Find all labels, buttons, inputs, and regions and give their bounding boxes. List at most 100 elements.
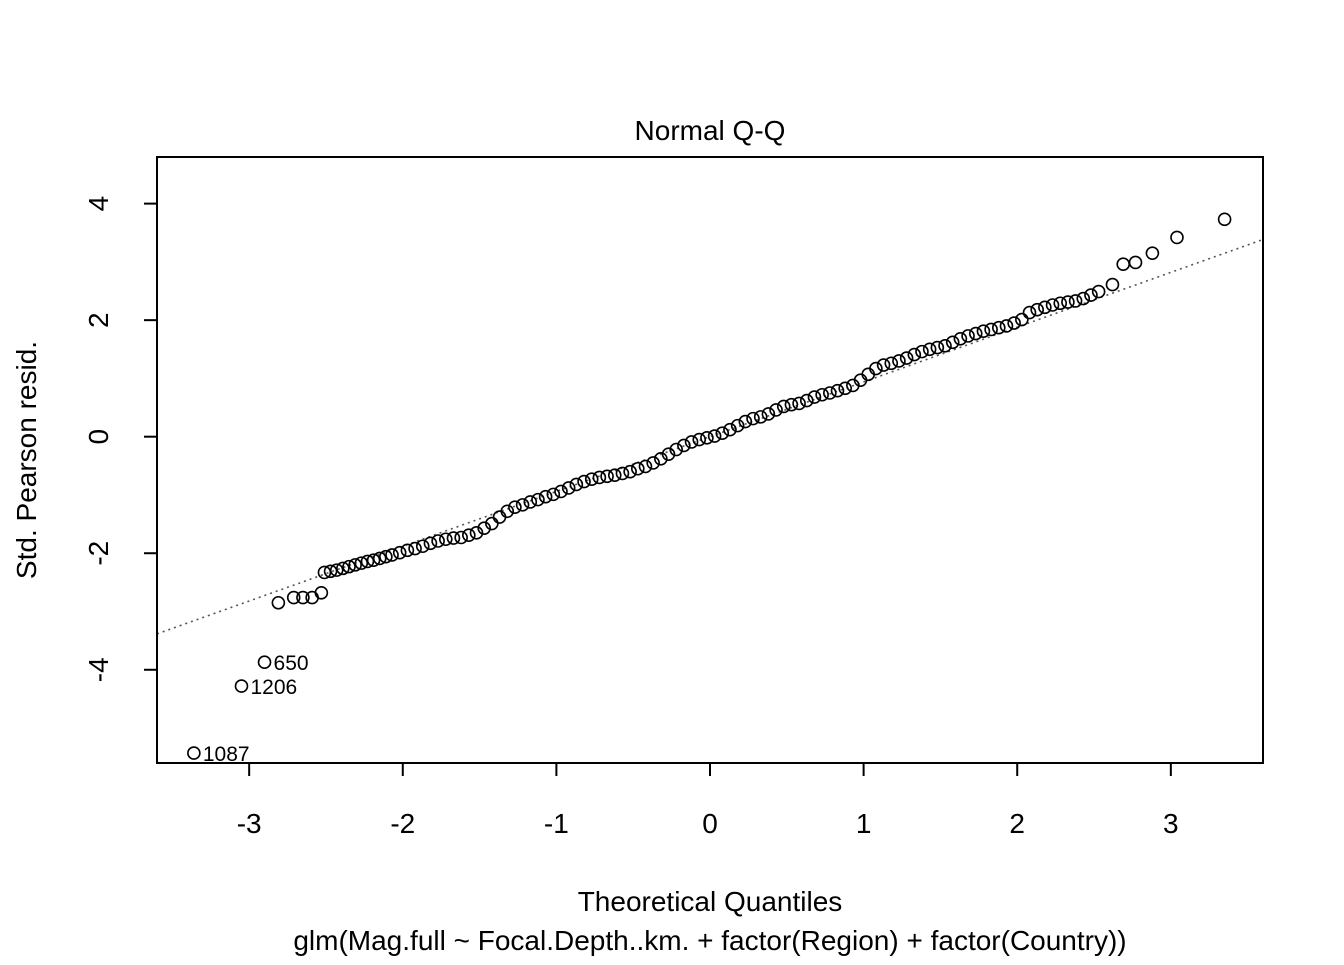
data-point [938,338,952,353]
data-point [336,561,350,576]
data-point [348,558,362,572]
data-point [807,390,822,404]
data-point [546,487,561,502]
data-point [991,320,1006,335]
data-point [508,500,522,514]
data-point [961,329,975,343]
data-point [1084,288,1098,302]
data-point [922,342,937,357]
data-point [354,556,369,570]
data-point [500,504,515,519]
data-point [792,396,806,411]
data-point [631,461,645,476]
data-point [271,595,286,610]
data-point [707,429,722,443]
data-point [454,530,468,545]
x-axis: -3 -2 -1 0 1 2 3 [237,762,1179,839]
data-point [723,422,737,437]
data-point [738,414,753,429]
data-point [329,563,344,577]
data-point [815,387,829,402]
data-point [385,548,399,562]
data-point [438,532,453,547]
chart-title: Normal Q-Q [635,115,786,146]
data-point [531,492,545,507]
y-tick-label: 0 [83,429,114,445]
data-point [1007,316,1021,330]
y-tick-label: -4 [83,657,114,682]
data-point [753,410,768,424]
data-point [1170,230,1184,245]
data-point [592,470,607,485]
data-point [561,481,576,495]
y-axis-label: Std. Pearson resid. [11,341,42,579]
data-point [1105,277,1120,292]
data-point [623,464,637,479]
data-point [1015,312,1029,327]
data-point [323,564,338,579]
data-point [538,489,553,504]
y-tick-label: 4 [83,196,114,212]
data-point [661,447,676,461]
data-point [1022,305,1037,320]
x-tick-label: 3 [1163,808,1179,839]
data-point [523,495,538,509]
data-point [784,397,799,412]
data-point [654,452,668,466]
data-point [314,586,329,600]
data-point [286,590,301,605]
data-point [984,322,998,337]
x-tick-label: 0 [702,808,718,839]
data-point [892,354,906,368]
data-point [669,442,684,457]
data-point [945,335,960,350]
data-point [477,521,491,535]
data-point [968,326,983,341]
data-point [1038,300,1052,315]
data-point [400,543,415,558]
data-point [692,432,707,447]
x-tick-label: 1 [856,808,872,839]
y-tick-label: 2 [83,312,114,328]
data-point [646,456,660,470]
data-point [554,484,568,499]
data-point [769,403,783,417]
data-point [907,347,922,362]
data-point [1030,302,1044,317]
data-point [838,381,852,396]
y-axis: -4 -2 0 2 4 [83,196,158,682]
data-point [700,431,714,445]
data-point [799,393,814,408]
data-point [366,553,381,568]
data-point [360,554,375,569]
data-point [372,551,387,566]
data-point [584,472,599,487]
data-point [1217,212,1232,227]
data-point [830,383,845,398]
x-tick-label: -1 [544,808,569,839]
data-point [976,324,991,339]
data-point [638,459,653,474]
data-point [1061,295,1075,309]
data-point [1128,255,1143,270]
data-point [999,319,1014,333]
data-point [600,469,614,484]
data-point [1045,298,1060,312]
data-point [234,679,249,693]
x-tick-label: -3 [237,808,262,839]
point-label: 650 [274,652,309,675]
data-point [1145,246,1160,260]
data-point [379,549,393,564]
data-point [715,426,730,440]
data-point [776,399,791,414]
data-point [423,536,438,551]
data-point [684,435,699,449]
data-point [577,474,591,489]
point-label: 1206 [250,676,297,699]
data-point [746,411,760,426]
data-point [899,351,914,365]
data-point [296,590,310,605]
